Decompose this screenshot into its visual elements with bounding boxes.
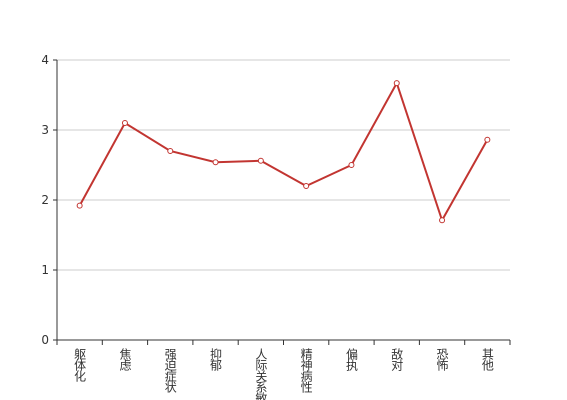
x-tick-label: 恐怖: [435, 348, 449, 371]
point: [439, 217, 446, 224]
x-tick-label: 敌对: [390, 347, 404, 371]
x-tick-label: 躯体化: [73, 347, 87, 383]
x-tick-label: 焦虑: [118, 348, 132, 371]
x-tick-label: 偏执: [344, 347, 358, 372]
x-tick-label: 精神病性: [299, 348, 313, 394]
x-tick-label: 抑郁: [209, 347, 223, 372]
y-tick-label: 1: [41, 263, 49, 277]
y-tick-label: 2: [41, 193, 49, 207]
line: [78, 80, 489, 223]
point: [257, 157, 264, 164]
x-tick-label: 人际关系敏感: [254, 348, 268, 400]
x-tick-label: 其他: [480, 348, 494, 371]
point: [348, 162, 355, 168]
point: [484, 136, 491, 143]
y-tick-label: 3: [41, 123, 49, 137]
x-tick-label: 强迫症状: [163, 348, 177, 393]
point: [303, 183, 310, 189]
y-tick-label: 0: [41, 333, 49, 347]
point: [167, 148, 174, 154]
point: [393, 80, 400, 87]
y-tick-label: 4: [41, 53, 49, 67]
point: [212, 159, 219, 166]
point: [121, 120, 128, 126]
point: [76, 202, 83, 209]
